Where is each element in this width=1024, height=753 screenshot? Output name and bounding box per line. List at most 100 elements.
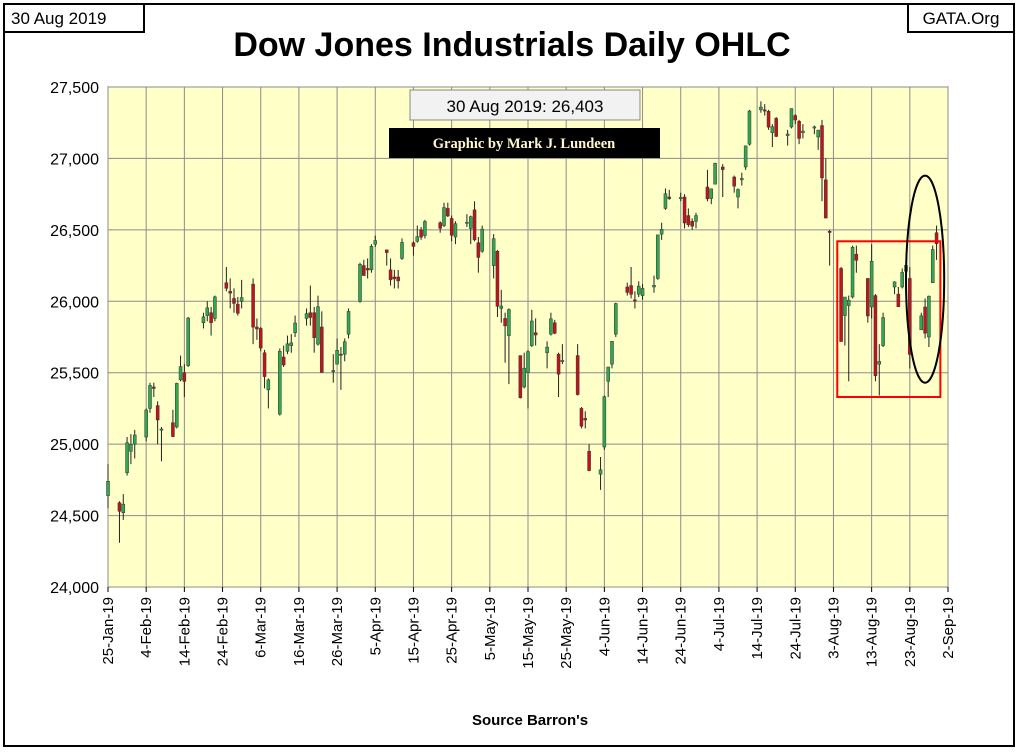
x-tick-label: 4-Jun-19 bbox=[596, 597, 613, 656]
candle bbox=[129, 434, 133, 465]
candle bbox=[320, 311, 324, 373]
highlights bbox=[836, 174, 946, 398]
x-tick-label: 25-Jan-19 bbox=[100, 597, 117, 665]
chart-title: Dow Jones Industrials Daily OHLC bbox=[233, 26, 791, 64]
candle-body bbox=[499, 305, 504, 309]
candle bbox=[308, 285, 313, 326]
candle bbox=[869, 244, 874, 319]
candle-body bbox=[400, 242, 404, 259]
candle-body bbox=[346, 311, 351, 335]
candle bbox=[415, 225, 420, 243]
y-tick-label: 25,000 bbox=[50, 437, 99, 454]
candle bbox=[732, 175, 736, 193]
candle bbox=[930, 245, 935, 283]
candle-body bbox=[759, 106, 763, 111]
candle-body bbox=[869, 261, 874, 308]
candle-body bbox=[873, 295, 878, 376]
x-tick-label: 5-Apr-19 bbox=[367, 597, 384, 655]
candle bbox=[659, 222, 664, 240]
candle bbox=[785, 129, 790, 146]
candle bbox=[770, 124, 775, 147]
candle-body bbox=[495, 251, 500, 307]
candle bbox=[152, 382, 156, 397]
candle-body bbox=[530, 320, 534, 346]
candle bbox=[491, 234, 496, 279]
candle-body bbox=[213, 296, 217, 319]
candle-body bbox=[678, 197, 683, 199]
x-tick-label: 14-Jul-19 bbox=[749, 597, 766, 660]
candle bbox=[934, 225, 939, 260]
x-tick-label: 15-May-19 bbox=[520, 597, 537, 669]
candle bbox=[713, 162, 717, 185]
close-label: 30 Aug 2019: 26,403 bbox=[409, 89, 641, 121]
x-tick-label: 14-Jun-19 bbox=[635, 597, 652, 665]
candle bbox=[174, 382, 179, 429]
candle bbox=[919, 312, 924, 331]
candle-body bbox=[908, 278, 912, 355]
candle bbox=[526, 349, 530, 409]
candle-body bbox=[827, 231, 832, 233]
candle-body bbox=[732, 176, 736, 187]
candle bbox=[690, 218, 694, 230]
candle bbox=[614, 302, 618, 337]
candle-body bbox=[770, 126, 775, 133]
candle bbox=[285, 335, 290, 355]
candle bbox=[640, 284, 645, 300]
candle bbox=[678, 192, 683, 202]
y-tick-label: 27,000 bbox=[50, 151, 99, 168]
candle bbox=[480, 225, 484, 253]
candle bbox=[449, 215, 454, 242]
candle bbox=[388, 258, 393, 286]
candle bbox=[812, 125, 817, 135]
candle bbox=[205, 301, 210, 322]
candle bbox=[289, 334, 294, 353]
grid-lines bbox=[107, 86, 949, 588]
candle-body bbox=[812, 126, 817, 129]
candle bbox=[759, 101, 763, 113]
candle bbox=[720, 164, 725, 197]
candle bbox=[774, 117, 778, 137]
candle-body bbox=[117, 502, 122, 512]
candle bbox=[278, 348, 282, 416]
candle-body bbox=[507, 309, 511, 336]
candle bbox=[552, 319, 557, 335]
candle bbox=[530, 309, 534, 347]
candle-body bbox=[281, 356, 286, 366]
candle-body bbox=[682, 196, 687, 224]
candle-body bbox=[587, 451, 591, 471]
candle-body bbox=[526, 351, 530, 373]
candle-body bbox=[656, 234, 660, 279]
candle bbox=[236, 297, 240, 316]
x-tick-label: 14-Feb-19 bbox=[176, 597, 193, 666]
candle-body bbox=[251, 283, 255, 328]
candles bbox=[106, 101, 939, 543]
candle-body bbox=[606, 366, 610, 382]
candle bbox=[709, 188, 714, 205]
candle-body bbox=[850, 247, 855, 298]
candle bbox=[820, 119, 824, 202]
candle bbox=[281, 345, 286, 367]
candle-body bbox=[369, 246, 374, 271]
candle-body bbox=[255, 326, 259, 330]
candle bbox=[468, 215, 473, 245]
candle bbox=[465, 214, 469, 227]
candle bbox=[312, 307, 316, 353]
candle-body bbox=[148, 385, 152, 409]
candle bbox=[495, 249, 500, 317]
x-tick-label: 5-May-19 bbox=[482, 597, 499, 660]
candle bbox=[663, 188, 668, 210]
candle-body bbox=[159, 428, 164, 431]
candle-body bbox=[106, 481, 110, 496]
candle-body bbox=[358, 264, 362, 302]
candle bbox=[507, 308, 511, 385]
candle-body bbox=[633, 299, 637, 302]
x-tick-label: 26-Mar-19 bbox=[329, 597, 346, 666]
candle bbox=[346, 308, 351, 339]
candle-body bbox=[186, 317, 190, 366]
candle bbox=[442, 202, 446, 227]
candle bbox=[633, 291, 637, 309]
candle bbox=[560, 344, 565, 365]
candle-body bbox=[866, 278, 870, 317]
candle-body bbox=[762, 109, 767, 112]
candle-body bbox=[312, 312, 316, 338]
